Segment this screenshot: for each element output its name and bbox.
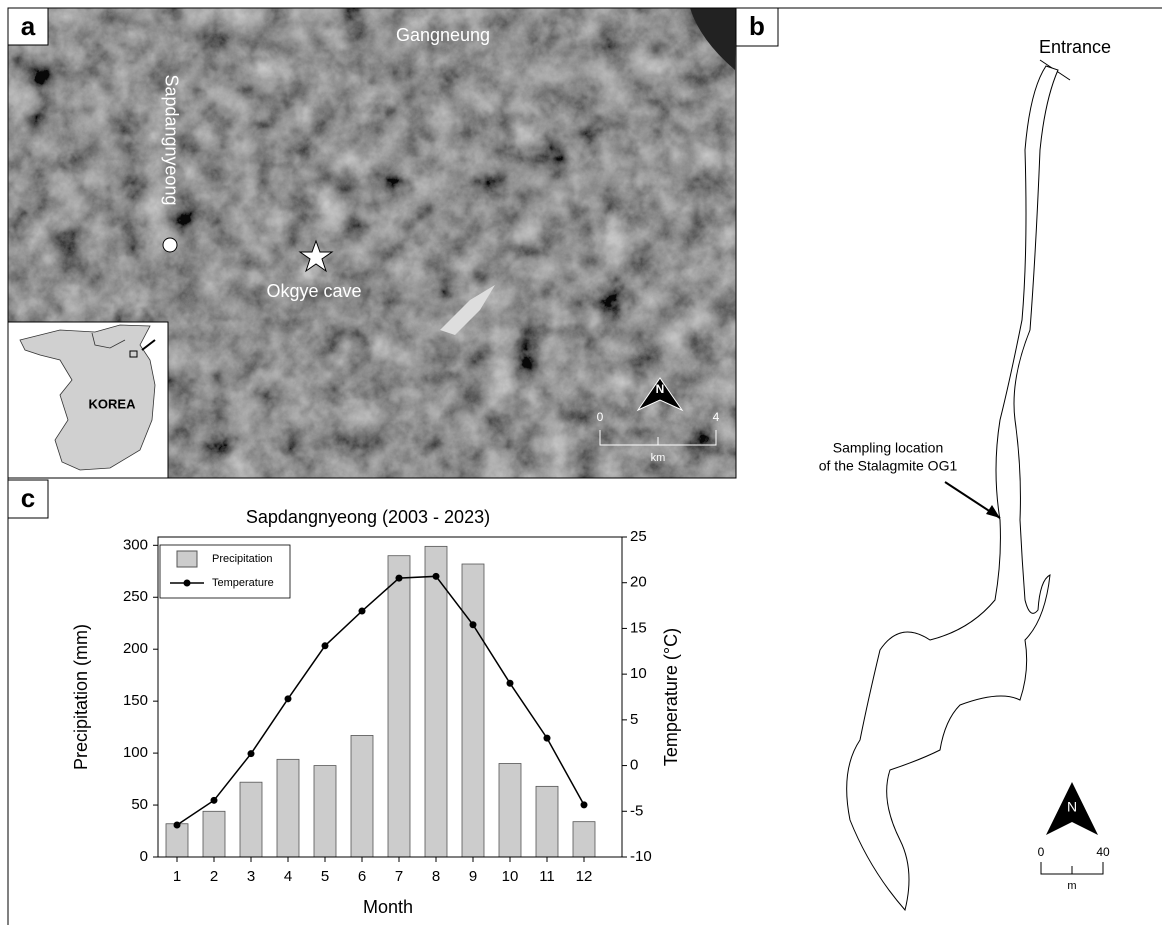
y2-axis-label: Temperature (°C) xyxy=(661,628,681,766)
y2-tick-label: 10 xyxy=(630,665,647,682)
legend-swatch xyxy=(177,551,197,567)
figure: a Gangneung Sapdangnyeong Okgye cave N 0… xyxy=(0,0,1162,925)
x-tick-label: 11 xyxy=(539,868,555,885)
scale-bar xyxy=(1041,862,1103,874)
station-marker xyxy=(163,238,177,252)
legend-label: Precipitation xyxy=(212,553,273,565)
x-tick-label: 5 xyxy=(321,868,329,885)
y-axis-label: Precipitation (mm) xyxy=(71,624,91,770)
scale-label: 0 xyxy=(1038,845,1045,859)
y-tick-label: 150 xyxy=(123,692,148,709)
bar xyxy=(351,735,373,857)
cave-label: Okgye cave xyxy=(266,281,361,301)
station-label: Sapdangnyeong xyxy=(161,74,181,205)
y-tick-label: 300 xyxy=(123,536,148,553)
x-tick-label: 8 xyxy=(432,868,440,885)
legend-label: Temperature xyxy=(212,577,274,589)
x-axis-label: Month xyxy=(363,897,413,917)
north-label: N xyxy=(1067,799,1077,815)
scale-label: 40 xyxy=(1096,845,1110,859)
y2-tick-label: -5 xyxy=(630,802,643,819)
bar xyxy=(277,759,299,857)
x-tick-label: 7 xyxy=(395,868,403,885)
y2-tick-label: 20 xyxy=(630,574,647,591)
y2-tick-label: 5 xyxy=(630,711,638,728)
x-tick-label: 10 xyxy=(502,868,519,885)
panel-label: b xyxy=(749,11,765,41)
bar xyxy=(573,822,595,857)
x-tick-label: 3 xyxy=(247,868,255,885)
y-tick-label: 0 xyxy=(140,848,148,865)
scale-unit: m xyxy=(1067,880,1076,892)
panel-label: a xyxy=(21,11,36,41)
x-tick-label: 6 xyxy=(358,868,366,885)
bar xyxy=(425,546,447,857)
line-marker xyxy=(470,621,477,628)
panel-b-frame xyxy=(736,8,1162,478)
x-tick-label: 2 xyxy=(210,868,218,885)
y2-tick-label: 15 xyxy=(630,619,647,636)
line-marker xyxy=(359,608,366,615)
x-tick-label: 4 xyxy=(284,868,292,885)
cave-outline xyxy=(847,66,1058,910)
legend-marker xyxy=(184,580,191,587)
bar xyxy=(314,766,336,857)
panel-label: c xyxy=(21,483,35,513)
bar xyxy=(499,763,521,857)
y2-tick-label: 0 xyxy=(630,757,638,774)
line-marker xyxy=(507,680,514,687)
line-marker xyxy=(322,642,329,649)
line-marker xyxy=(285,695,292,702)
y2-tick-label: -10 xyxy=(630,848,652,865)
scale-label: 4 xyxy=(713,410,720,424)
bar xyxy=(203,811,225,857)
bar xyxy=(388,556,410,857)
line xyxy=(177,576,584,825)
chart-title: Sapdangnyeong (2003 - 2023) xyxy=(246,507,490,527)
y-tick-label: 100 xyxy=(123,744,148,761)
bar xyxy=(166,824,188,857)
scale-unit: km xyxy=(651,452,666,464)
inset-label: KOREA xyxy=(89,396,137,411)
bar xyxy=(240,782,262,857)
line-marker xyxy=(248,750,255,757)
y2-tick-label: 25 xyxy=(630,528,647,545)
line-marker xyxy=(396,575,403,582)
sampling-label: of the Stalagmite OG1 xyxy=(819,458,958,474)
x-tick-label: 1 xyxy=(173,868,181,885)
y-tick-label: 50 xyxy=(131,796,148,813)
entrance-label: Entrance xyxy=(1039,37,1111,57)
y-tick-label: 200 xyxy=(123,640,148,657)
page: a Gangneung Sapdangnyeong Okgye cave N 0… xyxy=(0,0,1162,930)
line-marker xyxy=(544,735,551,742)
scale-label: 0 xyxy=(597,410,604,424)
bar xyxy=(462,564,484,857)
sampling-label: Sampling location xyxy=(833,440,944,456)
x-tick-label: 9 xyxy=(469,868,477,885)
line-marker xyxy=(581,801,588,808)
bar xyxy=(536,786,558,857)
y-tick-label: 250 xyxy=(123,588,148,605)
line-marker xyxy=(211,797,218,804)
line-marker xyxy=(174,822,181,829)
x-tick-label: 12 xyxy=(576,868,593,885)
city-label: Gangneung xyxy=(396,25,490,45)
north-label: N xyxy=(656,382,665,396)
line-marker xyxy=(433,573,440,580)
